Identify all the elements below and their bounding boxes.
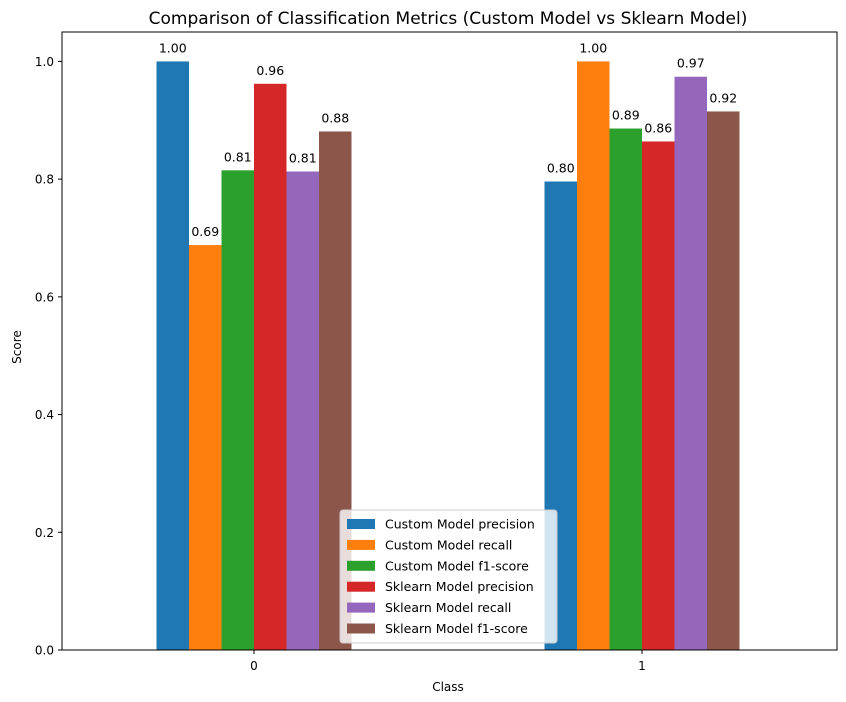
bar — [189, 245, 222, 650]
data-label: 0.86 — [644, 120, 672, 135]
legend-entry: Custom Model f1-score — [385, 558, 529, 573]
bar — [707, 111, 740, 650]
data-label: 0.97 — [677, 56, 705, 71]
data-label: 0.96 — [256, 63, 284, 78]
plot-area: 1.000.800.691.000.810.890.960.860.810.97… — [35, 31, 838, 673]
x-tick-label: 1 — [638, 659, 646, 673]
data-label: 0.80 — [547, 161, 575, 176]
legend-entry: Sklearn Model recall — [385, 600, 511, 615]
data-label: 0.81 — [289, 150, 317, 165]
data-label: 1.00 — [579, 40, 607, 55]
bar — [577, 61, 610, 651]
x-tick-label: 0 — [250, 659, 258, 673]
legend-entry: Sklearn Model f1-score — [385, 621, 528, 636]
bar — [642, 141, 675, 650]
legend-swatch — [347, 623, 375, 634]
legend-entry: Custom Model recall — [385, 537, 512, 552]
bar — [156, 61, 189, 651]
y-tick-label: 0.4 — [35, 408, 54, 422]
legend-swatch — [347, 581, 375, 592]
legend: Custom Model precision Custom Model recal… — [339, 509, 558, 644]
y-tick-label: 0.6 — [35, 290, 54, 304]
legend-box — [339, 509, 558, 644]
plot-frame — [61, 31, 838, 651]
data-label: 0.89 — [612, 108, 640, 123]
bar — [609, 128, 642, 650]
legend-swatch — [347, 519, 375, 529]
y-axis-label: Score — [10, 330, 24, 364]
bar — [254, 83, 287, 651]
chart-title: Comparison of Classification Metrics (Cu… — [149, 9, 748, 29]
x-axis-label: Class — [432, 680, 464, 694]
bar — [221, 170, 254, 650]
legend-entry: Custom Model precision — [385, 517, 535, 532]
data-label: 0.92 — [709, 90, 737, 105]
y-tick-label: 0.2 — [35, 526, 54, 540]
data-label: 0.88 — [321, 110, 349, 125]
legend-swatch — [347, 539, 375, 550]
legend-swatch — [347, 560, 375, 571]
y-tick-label: 0.8 — [35, 173, 54, 187]
y-tick-label: 1.0 — [35, 55, 54, 69]
legend-entry: Sklearn Model precision — [385, 579, 534, 594]
bar — [286, 171, 319, 651]
data-label: 0.69 — [191, 224, 219, 239]
y-tick-label: 0.0 — [35, 644, 54, 658]
data-label: 0.81 — [224, 149, 252, 164]
bar — [674, 76, 707, 651]
data-label: 1.00 — [159, 40, 187, 55]
legend-swatch — [347, 602, 375, 613]
